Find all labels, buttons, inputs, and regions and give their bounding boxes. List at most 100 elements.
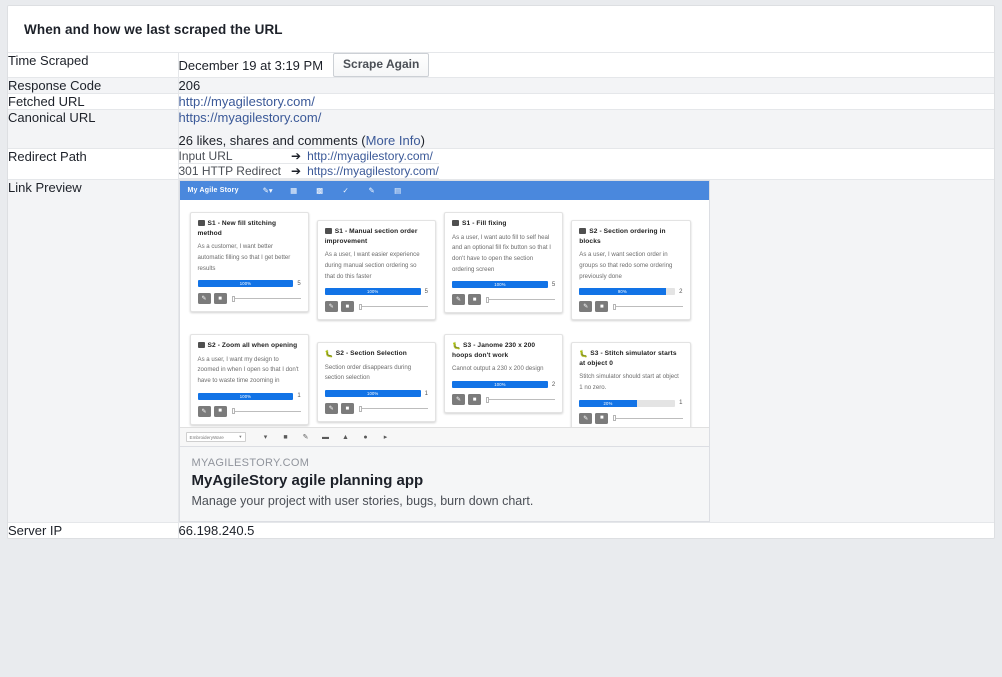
story-icon [579, 228, 587, 234]
card-description: Cannot output a 230 x 200 design [452, 365, 544, 373]
story-card[interactable]: S1 - Manual section order improvement As… [316, 220, 436, 321]
board-column: S2 - Zoom all when opening As a user, I … [189, 330, 317, 435]
scrape-info-table: Time Scraped December 19 at 3:19 PM Scra… [8, 53, 995, 539]
report-icon: ▤ [394, 186, 402, 196]
link-preview-card[interactable]: My Agile Story ✎▾ ▦ ▩ ✓ ✎ ▤ [178, 180, 710, 523]
bug-icon: 🐛 [324, 350, 334, 358]
edit-icon[interactable]: ✎ [579, 301, 593, 313]
redirect-step-row: Input URL ➔ http://myagilestory.com/ [178, 149, 439, 165]
edit-icon[interactable]: ✎ [324, 403, 338, 415]
canonical-url-link[interactable]: https://myagilestory.com/ [178, 110, 322, 126]
edit-icon[interactable]: ✎ [452, 394, 465, 405]
edit-icon[interactable]: ✎ [324, 301, 338, 313]
fetched-url-link[interactable]: http://myagilestory.com/ [178, 94, 315, 110]
progress-label: 100% [239, 393, 252, 399]
flag-icon: ▸ [383, 434, 388, 442]
trash-icon[interactable]: ■ [340, 301, 354, 313]
trash-icon[interactable]: ■ [468, 294, 481, 306]
story-points: 2 [679, 288, 683, 295]
board-column: S2 - Section ordering in blocks As a use… [571, 208, 698, 324]
card-title-text: S2 - Zoom all when opening [207, 342, 298, 350]
edit-icon[interactable]: ✎ [197, 405, 211, 417]
card-actions: ✎ ■ [197, 405, 301, 417]
project-select[interactable]: EmbroideryWare ▾ [185, 432, 246, 443]
board-column: 🐛 S3 - Stitch simulator starts at object … [571, 330, 698, 435]
edit-icon[interactable]: ✎ [452, 294, 465, 306]
progress-track: 20% [579, 399, 676, 407]
story-points: 1 [679, 400, 683, 407]
preview-title: MyAgileStory agile planning app [191, 472, 424, 490]
priority-slider[interactable] [486, 396, 556, 403]
slider-track [234, 410, 301, 412]
story-card[interactable]: S1 - New fill stitching method As a cust… [189, 212, 309, 313]
slider-knob [486, 396, 489, 403]
progress-fill: 100% [452, 281, 548, 289]
app-brand-label: My Agile Story [187, 187, 239, 195]
more-info-link[interactable]: More Info [365, 133, 421, 149]
slider-knob [231, 295, 235, 302]
link-preview-image: My Agile Story ✎▾ ▦ ▩ ✓ ✎ ▤ [179, 181, 709, 447]
slider-knob [358, 405, 362, 412]
redirect-step-to-link[interactable]: https://myagilestory.com/ [307, 164, 439, 179]
bug-card[interactable]: 🐛 S3 - Janome 230 x 200 hoops don't work … [444, 334, 564, 413]
card-description: Section order disappears during section … [324, 363, 412, 382]
bug-card[interactable]: 🐛 S3 - Stitch simulator starts at object … [571, 342, 691, 432]
redirect-steps-table: Input URL ➔ http://myagilestory.com/ 301… [178, 149, 439, 180]
card-icon: ▬ [322, 433, 329, 441]
trash-icon[interactable]: ■ [213, 405, 227, 417]
trash-icon[interactable]: ■ [595, 412, 609, 424]
scrape-again-button[interactable]: Scrape Again [333, 53, 430, 78]
edit-icon[interactable]: ✎ [579, 412, 593, 424]
row-value-link-preview: My Agile Story ✎▾ ▦ ▩ ✓ ✎ ▤ [178, 179, 994, 524]
priority-slider[interactable] [231, 408, 301, 415]
row-value-response-code: 206 [178, 77, 994, 95]
arrow-right-icon: ➔ [291, 149, 308, 165]
row-label-canonical-url: Canonical URL [8, 109, 179, 150]
time-scraped-value: December 19 at 3:19 PM [178, 57, 324, 73]
progress-track: 100% [197, 392, 294, 400]
panel-header: When and how we last scraped the URL [8, 6, 994, 53]
board-column: 🐛 S2 - Section Selection Section order di… [316, 330, 444, 435]
priority-slider[interactable] [231, 295, 301, 302]
pencil-icon: ✎ [368, 186, 375, 196]
row-label-link-preview: Link Preview [8, 179, 179, 524]
app-board: S1 - New fill stitching method As a cust… [179, 200, 709, 447]
edit-icon[interactable]: ✎ [197, 293, 211, 305]
project-select-value: EmbroideryWare [189, 434, 224, 440]
board-column: 🐛 S3 - Janome 230 x 200 hoops don't work … [444, 330, 571, 435]
engagement-line: 26 likes, shares and comments (More Info… [179, 133, 995, 148]
priority-slider[interactable] [358, 405, 428, 412]
trash-icon[interactable]: ■ [340, 403, 354, 415]
trash-icon[interactable]: ■ [468, 394, 481, 405]
slider-track [489, 399, 556, 400]
card-title-text: S1 - New fill stitching method [197, 220, 277, 237]
story-card[interactable]: S1 - Fill fixing As a user, I want auto … [444, 212, 564, 314]
table-row-redirect-path: Redirect Path Input URL ➔ http://myagile… [8, 148, 994, 181]
row-label-fetched-url: Fetched URL [8, 93, 179, 111]
progress-row: 100% 5 [452, 281, 555, 289]
slider-track [616, 306, 683, 308]
story-card[interactable]: S2 - Zoom all when opening As a user, I … [189, 334, 309, 425]
card-description: As a user, I want section order in group… [579, 251, 673, 280]
trash-icon[interactable]: ■ [595, 301, 609, 313]
bug-card[interactable]: 🐛 S2 - Section Selection Section order di… [316, 342, 436, 423]
story-icon [197, 342, 205, 348]
progress-row: 100% 1 [197, 392, 301, 400]
progress-track: 90% [579, 288, 676, 296]
card-actions: ✎ ■ [197, 293, 301, 305]
slider-knob [358, 303, 362, 310]
priority-slider[interactable] [613, 303, 683, 310]
priority-slider[interactable] [358, 303, 428, 310]
story-card[interactable]: S2 - Section ordering in blocks As a use… [571, 220, 691, 321]
redirect-step-from: Input URL [178, 149, 291, 165]
priority-slider[interactable] [486, 296, 556, 303]
trash-icon[interactable]: ■ [213, 293, 227, 305]
progress-track: 100% [452, 381, 548, 388]
redirect-step-to-link[interactable]: http://myagilestory.com/ [307, 149, 433, 164]
card-description: As a user, I want easier experience duri… [324, 251, 420, 280]
card-actions: ✎ ■ [324, 403, 428, 415]
bug-icon: 🐛 [452, 342, 461, 350]
progress-label: 100% [366, 391, 379, 397]
priority-slider[interactable] [613, 415, 683, 422]
progress-row: 100% 5 [324, 288, 428, 296]
